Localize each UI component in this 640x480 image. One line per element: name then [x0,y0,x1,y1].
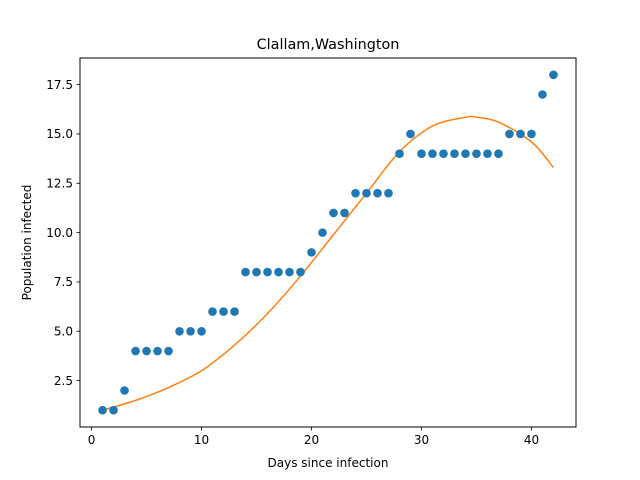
y-tick-label: 2.5 [54,374,73,388]
data-point [439,149,448,159]
x-axis: 0 10 20 30 40 [88,427,539,447]
data-point [131,346,140,356]
chart-title: Clallam,Washington [257,37,400,53]
data-point [252,267,261,277]
data-point [450,149,459,159]
y-tick-label: 17.5 [46,78,73,92]
x-axis-label: Days since infection [268,456,389,470]
data-point [516,129,525,139]
data-point [340,208,349,218]
y-tick-label: 5.0 [54,324,73,338]
data-point [362,188,371,198]
fit-curve-line [102,115,555,411]
data-point [208,307,217,316]
data-point [153,346,162,356]
x-tick-label: 40 [524,433,539,447]
data-point [505,129,514,139]
data-point [230,307,239,316]
data-point [428,149,437,159]
x-tick-label: 0 [88,433,96,447]
data-point [472,149,481,159]
data-point [373,188,382,198]
data-point [142,346,151,356]
data-point [384,188,393,198]
data-point [175,326,184,336]
data-point [527,129,536,139]
data-point [318,228,327,237]
data-point [483,149,492,159]
data-point [98,405,107,415]
data-point [395,149,404,159]
data-point [461,149,470,159]
y-tick-label: 12.5 [46,177,73,191]
data-point [120,386,129,395]
data-point [406,129,415,139]
data-point [351,188,360,198]
data-point [109,405,118,415]
y-tick-label: 7.5 [54,275,73,289]
plot-area [98,70,558,415]
data-point [417,149,426,159]
data-point [186,326,195,336]
data-point [241,267,250,277]
data-point [263,267,272,277]
data-point [538,90,547,99]
data-point [219,307,228,316]
data-point [164,346,173,356]
y-axis-label: Population infected [20,185,34,301]
x-tick-label: 30 [414,433,429,447]
data-point [285,267,294,277]
y-axis: 2.5 5.0 7.5 10.0 12.5 15.0 17.5 [46,78,80,388]
data-point [197,326,206,336]
data-point [274,267,283,277]
axes-frame [79,57,577,428]
data-point [494,149,503,159]
y-tick-label: 10.0 [46,226,73,240]
x-tick-label: 10 [194,433,209,447]
data-point [307,248,316,257]
y-tick-label: 15.0 [46,127,73,141]
data-point [329,208,338,218]
x-tick-label: 20 [304,433,319,447]
data-point [549,70,558,80]
data-point [296,267,305,277]
